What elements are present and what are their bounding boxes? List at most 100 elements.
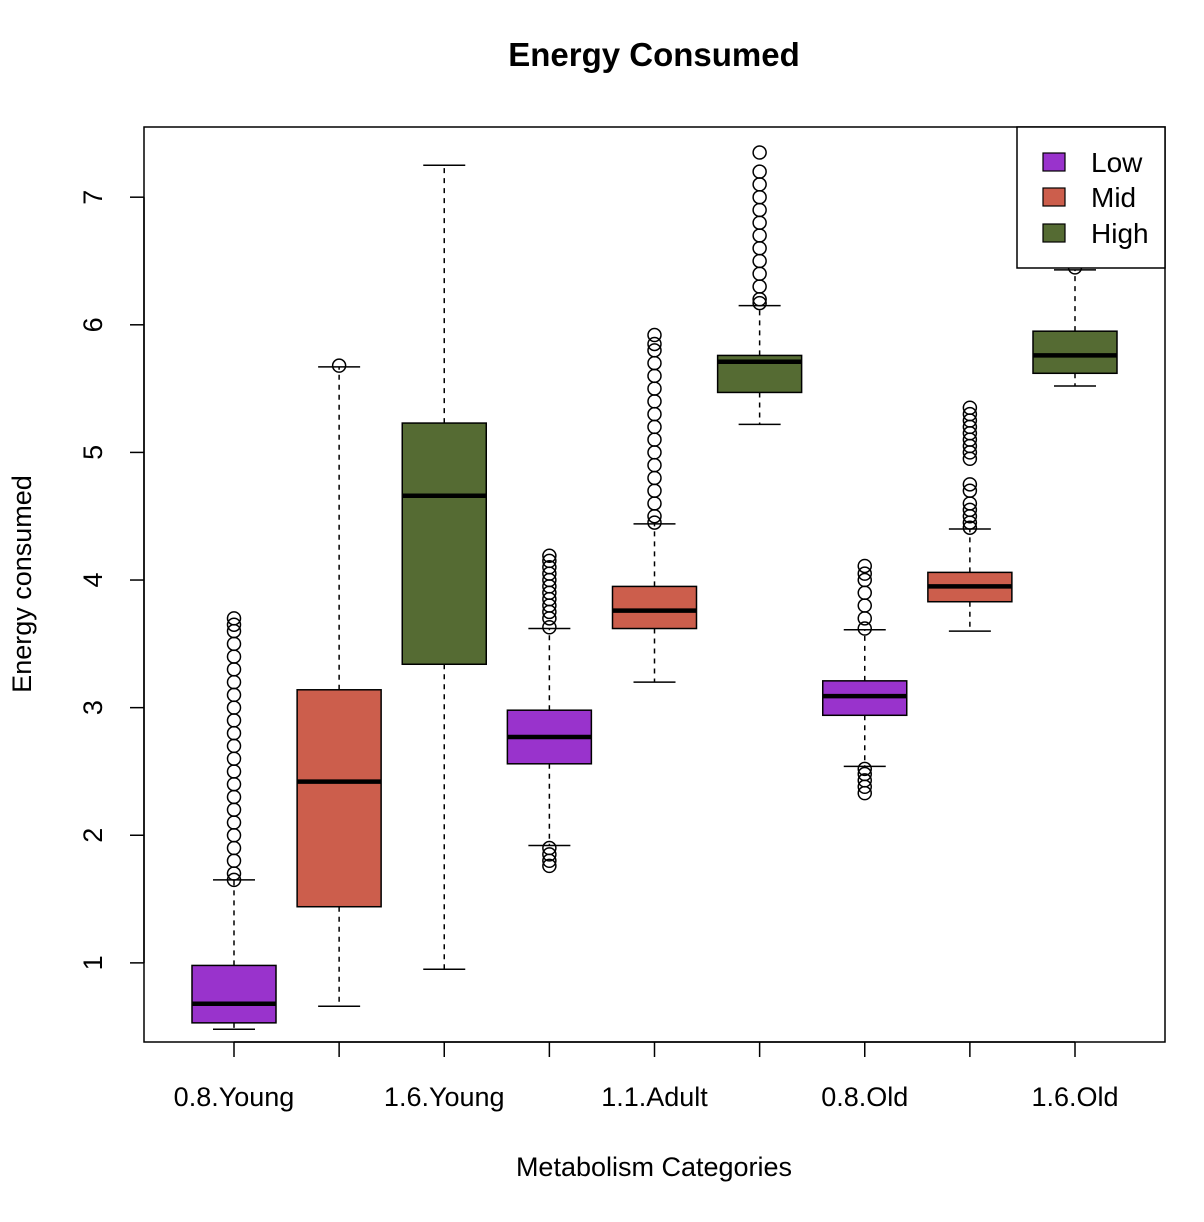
legend-swatch-high bbox=[1042, 223, 1066, 243]
y-tick-label: 2 bbox=[78, 828, 108, 843]
box-6 bbox=[716, 145, 803, 426]
outlier-point bbox=[226, 687, 242, 703]
outlier-point bbox=[752, 215, 767, 230]
x-axis: 0.8.Young 1.6.Young 1.1.Adult 0.8.Old 1.6.Ol… bbox=[174, 1041, 1119, 1112]
outlier-point bbox=[857, 598, 872, 613]
outlier-point bbox=[226, 738, 242, 754]
outlier-point bbox=[226, 611, 242, 626]
outlier-point bbox=[752, 189, 767, 205]
outlier-point bbox=[331, 358, 347, 373]
outlier-point bbox=[857, 773, 872, 788]
outlier-point bbox=[752, 164, 767, 179]
outlier-point bbox=[752, 145, 767, 160]
outlier-point bbox=[542, 548, 557, 564]
outlier-point bbox=[647, 483, 662, 498]
outlier-point bbox=[857, 558, 872, 574]
outlier-point bbox=[647, 457, 662, 473]
box-4 bbox=[506, 548, 593, 874]
box-2 bbox=[296, 358, 382, 1008]
outlier-point bbox=[226, 828, 242, 843]
outlier-point bbox=[857, 761, 872, 777]
boxes-layer bbox=[191, 145, 1118, 1030]
outlier-point bbox=[962, 400, 978, 416]
outlier-point bbox=[226, 789, 242, 805]
legend-frame bbox=[1016, 126, 1166, 269]
x-tick-label: 1.1.Adult bbox=[601, 1082, 708, 1112]
outlier-point bbox=[857, 766, 872, 782]
outlier-point bbox=[226, 776, 242, 792]
outlier-point bbox=[647, 406, 662, 422]
box-iqr bbox=[191, 964, 277, 1024]
outlier-point bbox=[647, 445, 662, 460]
outlier-point bbox=[226, 700, 242, 715]
legend-label-low: Low bbox=[1091, 147, 1143, 178]
outlier-point bbox=[226, 853, 242, 869]
outlier-point bbox=[857, 566, 872, 581]
box-3 bbox=[401, 164, 487, 971]
outlier-point bbox=[647, 470, 662, 486]
box-iqr bbox=[401, 422, 487, 666]
outlier-point bbox=[647, 381, 662, 396]
box-iqr bbox=[1032, 330, 1118, 375]
legend-label-mid: Mid bbox=[1091, 182, 1136, 213]
outlier-point bbox=[647, 394, 662, 409]
outlier-point bbox=[226, 662, 242, 677]
y-tick-label: 7 bbox=[78, 190, 108, 205]
box-iqr bbox=[611, 585, 698, 630]
chart-title: Energy Consumed bbox=[508, 36, 800, 73]
outlier-point bbox=[226, 802, 242, 817]
outlier-point bbox=[542, 620, 557, 635]
x-tick-label: 1.6.Old bbox=[1031, 1082, 1118, 1112]
outlier-point bbox=[226, 674, 242, 690]
outlier-point bbox=[962, 406, 978, 422]
box-5 bbox=[611, 327, 698, 683]
box-7 bbox=[822, 558, 908, 801]
outlier-point bbox=[752, 253, 767, 269]
outlier-point bbox=[752, 177, 767, 192]
outlier-point bbox=[226, 713, 242, 728]
legend-swatch-mid bbox=[1042, 187, 1066, 207]
outlier-point bbox=[962, 477, 978, 492]
y-tick-label: 3 bbox=[78, 700, 108, 715]
outlier-point bbox=[542, 840, 557, 856]
outlier-point bbox=[542, 858, 557, 874]
outlier-point bbox=[647, 368, 662, 384]
x-tick-label: 0.8.Old bbox=[821, 1082, 908, 1112]
plot-frame bbox=[143, 126, 1166, 1043]
outlier-point bbox=[226, 725, 242, 741]
outlier-point bbox=[962, 483, 978, 498]
outlier-point bbox=[752, 228, 767, 243]
outlier-point bbox=[542, 553, 557, 569]
box-1 bbox=[191, 611, 277, 1030]
outlier-point bbox=[962, 502, 978, 518]
outlier-point bbox=[752, 295, 767, 311]
outlier-point bbox=[857, 572, 872, 588]
legend-swatch-low bbox=[1042, 152, 1066, 172]
y-axis: 1 2 3 4 5 6 7 bbox=[78, 190, 145, 970]
legend: Low Mid High bbox=[1016, 126, 1166, 269]
outlier-point bbox=[962, 520, 978, 535]
y-tick-label: 4 bbox=[78, 573, 108, 588]
x-axis-label: Metabolism Categories bbox=[516, 1152, 792, 1182]
y-tick-label: 6 bbox=[78, 317, 108, 332]
outlier-point bbox=[542, 847, 557, 862]
outlier-point bbox=[752, 279, 767, 294]
outlier-point bbox=[647, 336, 662, 352]
y-axis-label: Energy consumed bbox=[7, 475, 37, 693]
outlier-point bbox=[647, 419, 662, 435]
outlier-point bbox=[857, 621, 872, 636]
outlier-point bbox=[542, 560, 557, 575]
outlier-point bbox=[226, 872, 242, 888]
x-tick-label: 1.6.Young bbox=[384, 1082, 505, 1112]
outlier-point bbox=[857, 585, 872, 601]
outlier-point bbox=[226, 617, 242, 632]
box-8 bbox=[927, 400, 1013, 632]
outlier-point bbox=[226, 751, 242, 766]
outlier-point bbox=[226, 840, 242, 856]
x-tick-label: 0.8.Young bbox=[174, 1082, 295, 1112]
outlier-point bbox=[752, 202, 767, 218]
outlier-point bbox=[226, 649, 242, 664]
outlier-point bbox=[647, 496, 662, 511]
outlier-point bbox=[647, 327, 662, 343]
